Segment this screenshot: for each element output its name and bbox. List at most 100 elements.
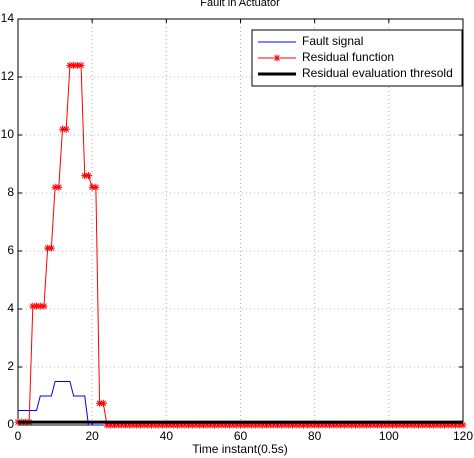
star-marker (311, 421, 319, 429)
star-marker (118, 421, 126, 429)
star-marker (155, 421, 163, 429)
star-marker (259, 421, 267, 429)
star-marker (103, 421, 111, 429)
legend-label: Fault signal (302, 34, 363, 48)
star-marker (47, 244, 55, 252)
star-marker (407, 421, 415, 429)
star-marker (62, 125, 70, 133)
star-marker (340, 421, 348, 429)
star-marker (415, 421, 422, 429)
star-marker (274, 421, 282, 429)
star-marker (196, 421, 204, 429)
y-tick-label: 6 (7, 243, 14, 257)
star-marker (429, 421, 437, 429)
legend-label: Residual function (302, 50, 394, 64)
star-marker (40, 302, 48, 310)
star-marker (455, 421, 463, 429)
legend-marker (273, 54, 281, 62)
star-marker (403, 421, 411, 429)
star-marker (281, 421, 289, 429)
star-marker (84, 172, 92, 180)
star-marker (437, 421, 445, 429)
star-marker (185, 421, 193, 429)
star-marker (222, 421, 230, 429)
star-marker (277, 421, 285, 429)
star-marker (88, 183, 96, 191)
y-tick-label: 8 (7, 185, 14, 199)
star-marker (326, 421, 333, 429)
star-marker (29, 302, 37, 310)
star-marker (51, 183, 59, 191)
star-marker (381, 421, 389, 429)
star-marker (181, 421, 189, 429)
x-tick-label: 40 (160, 429, 174, 443)
star-marker (344, 421, 352, 429)
star-marker (148, 421, 155, 429)
star-marker (366, 421, 374, 429)
star-marker (110, 421, 118, 429)
y-tick-label: 14 (1, 11, 15, 25)
star-marker (233, 421, 241, 429)
star-marker (96, 399, 104, 407)
star-marker (452, 421, 460, 429)
x-tick-label: 20 (85, 429, 99, 443)
star-marker (288, 421, 296, 429)
x-tick-label: 80 (308, 429, 322, 443)
star-marker (255, 421, 263, 429)
star-marker (114, 421, 122, 429)
star-marker (459, 421, 467, 429)
star-marker (396, 421, 404, 429)
star-marker (329, 421, 337, 429)
star-marker (229, 421, 237, 429)
star-marker (55, 183, 63, 191)
star-marker (166, 421, 174, 429)
star-marker (448, 421, 456, 429)
star-marker (225, 421, 233, 429)
star-marker (337, 421, 345, 429)
star-marker (77, 61, 85, 69)
star-marker (307, 421, 315, 429)
x-axis-label: Time instant(0.5s) (192, 442, 288, 456)
star-marker (240, 421, 248, 429)
y-tick-label: 0 (7, 417, 14, 431)
star-marker (125, 421, 133, 429)
star-marker (92, 183, 100, 191)
star-marker (192, 421, 200, 429)
star-marker (433, 421, 441, 429)
star-marker (363, 421, 371, 429)
star-marker (262, 421, 270, 429)
star-marker (266, 421, 274, 429)
star-marker (188, 421, 196, 429)
star-marker (392, 421, 400, 429)
y-tick-label: 2 (7, 359, 14, 373)
star-marker (144, 421, 152, 429)
star-marker (162, 421, 170, 429)
star-marker (292, 421, 300, 429)
chart-title: Fault in Actuator (200, 0, 280, 9)
star-marker (303, 421, 311, 429)
star-marker (136, 421, 144, 429)
star-marker (444, 421, 452, 429)
star-marker (355, 421, 363, 429)
star-marker (248, 421, 256, 429)
star-marker (107, 421, 115, 429)
star-marker (359, 421, 367, 429)
star-marker (411, 421, 419, 429)
legend-label: Residual evaluation thresold (302, 66, 453, 80)
star-marker (333, 421, 341, 429)
star-marker (418, 421, 426, 429)
star-marker (211, 421, 219, 429)
star-marker (199, 421, 207, 429)
star-marker (173, 421, 181, 429)
star-marker (70, 61, 78, 69)
star-marker (140, 421, 148, 429)
star-marker (170, 421, 178, 429)
star-marker (351, 421, 359, 429)
series-line (18, 381, 463, 426)
star-marker (151, 421, 159, 429)
star-marker (122, 421, 130, 429)
star-marker (129, 421, 137, 429)
star-marker (270, 421, 278, 429)
star-marker (422, 421, 430, 429)
